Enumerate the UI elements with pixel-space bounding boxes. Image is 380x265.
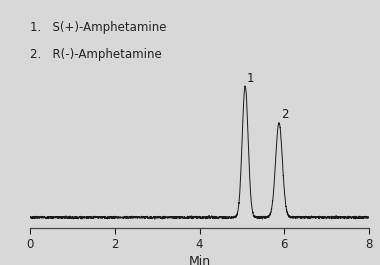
Text: 2: 2 — [281, 108, 288, 121]
X-axis label: Min: Min — [188, 255, 211, 265]
Text: 1.   S(+)-Amphetamine: 1. S(+)-Amphetamine — [30, 21, 167, 34]
Text: 2.   R(-)-Amphetamine: 2. R(-)-Amphetamine — [30, 48, 162, 61]
Text: 1: 1 — [247, 72, 254, 85]
